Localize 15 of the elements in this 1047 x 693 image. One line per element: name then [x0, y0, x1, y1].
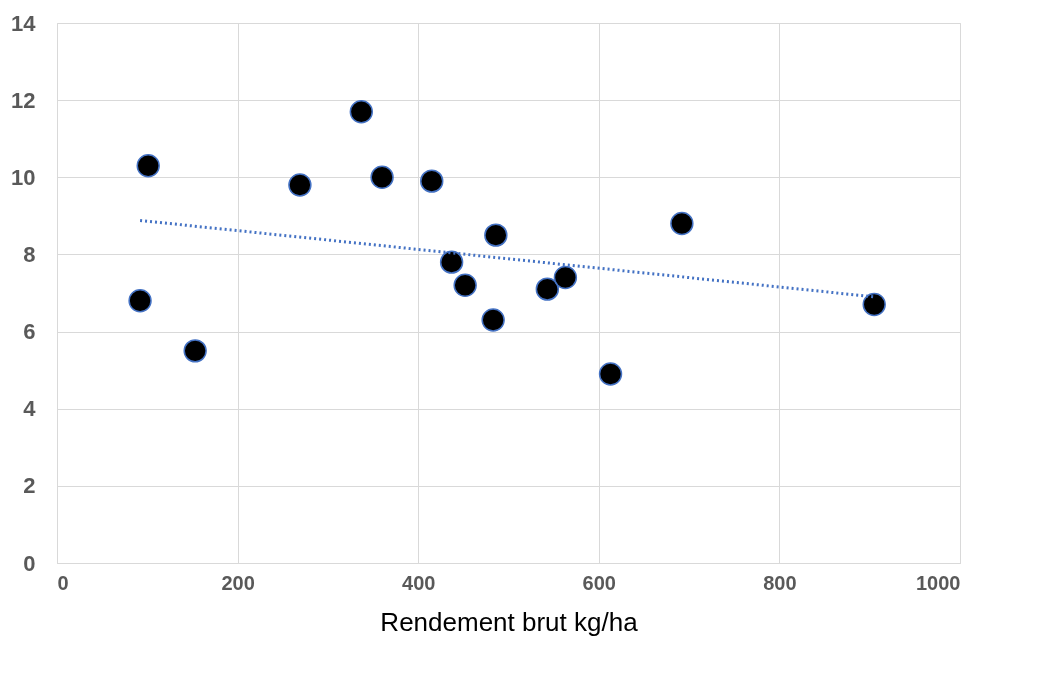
- y-tick-label: 2: [23, 473, 36, 499]
- x-tick-label: 600: [582, 571, 616, 594]
- y-tick-label: 12: [11, 87, 36, 113]
- y-tick-label: 10: [11, 164, 36, 190]
- x-tick-label: 200: [221, 571, 255, 594]
- x-tick-label: 1000: [916, 571, 961, 594]
- y-tick-label: 8: [23, 241, 36, 267]
- y-tick-label: 6: [23, 319, 36, 345]
- x-tick-label: 0: [57, 571, 69, 594]
- y-tick-label: 0: [23, 550, 36, 576]
- x-tick-label: 800: [763, 571, 797, 594]
- x-tick-label: 400: [402, 571, 436, 594]
- y-tick-label: 14: [11, 10, 37, 36]
- x-axis-title: Rendement brut kg/ha: [380, 606, 639, 637]
- y-tick-label: 4: [23, 396, 37, 422]
